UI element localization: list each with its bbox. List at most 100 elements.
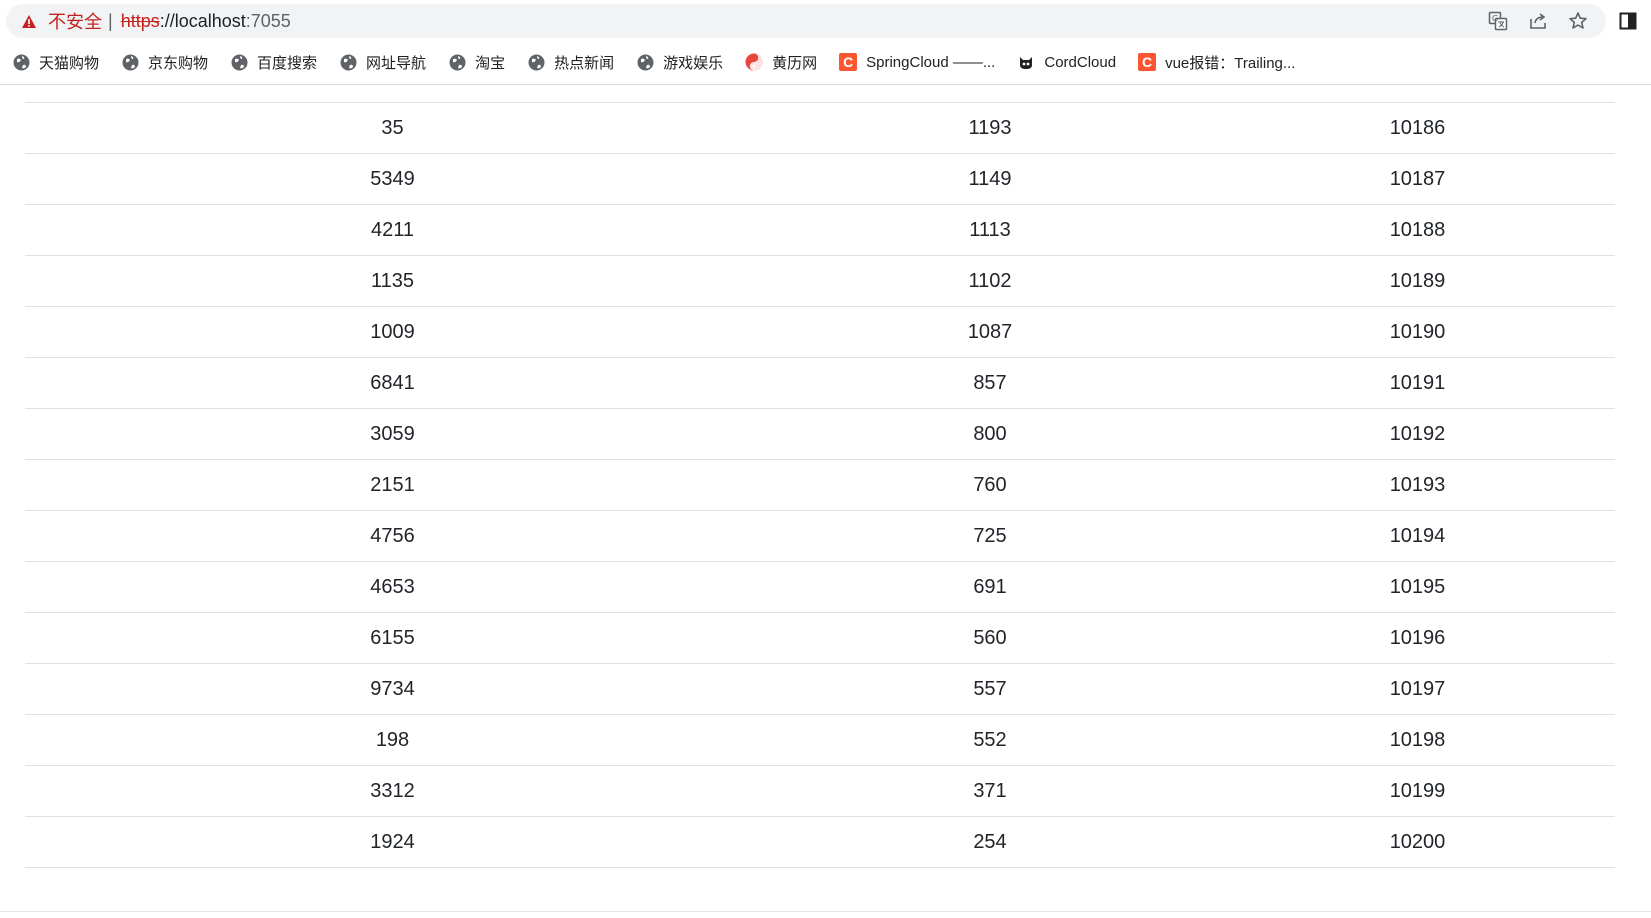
table-row: 6155 560 10196 bbox=[25, 612, 1615, 664]
table-cell: 9734 bbox=[25, 663, 760, 715]
table-row: 9734 557 10197 bbox=[25, 663, 1615, 715]
table-row: 3059 800 10192 bbox=[25, 408, 1615, 460]
bookmark-item[interactable]: 网址导航 bbox=[339, 52, 426, 73]
bookmarks-bar: 天猫购物 京东购物 百度搜索 网址导航 淘宝 热点新闻 游戏娱乐 黄历网 bbox=[12, 48, 1317, 76]
svg-text:G: G bbox=[1492, 14, 1498, 23]
bookmark-label: 天猫购物 bbox=[39, 54, 100, 72]
table-cell: 1193 bbox=[760, 102, 1220, 154]
bookmark-item[interactable]: C SpringCloud ——... bbox=[839, 53, 995, 71]
table-row: 6841 857 10191 bbox=[25, 357, 1615, 409]
table-cell: 3059 bbox=[25, 408, 760, 460]
table-cell: 3312 bbox=[25, 765, 760, 817]
translate-icon[interactable]: G bbox=[1488, 11, 1508, 31]
data-table: 35 1193 10186 5349 1149 10187 4211 1113 10188 … bbox=[25, 102, 1615, 868]
table-cell: 371 bbox=[760, 765, 1220, 817]
table-cell: 10196 bbox=[1220, 612, 1615, 664]
table-cell: 10193 bbox=[1220, 459, 1615, 511]
table-cell: 691 bbox=[760, 561, 1220, 613]
table-cell: 10199 bbox=[1220, 765, 1615, 817]
table-cell: 10195 bbox=[1220, 561, 1615, 613]
table-row: 1924 254 10200 bbox=[25, 816, 1615, 868]
bookmark-item[interactable]: 京东购物 bbox=[121, 52, 208, 73]
bookmark-item[interactable]: CordCloud bbox=[1017, 53, 1116, 71]
table-cell: 10186 bbox=[1220, 102, 1615, 154]
table-row: 35 1193 10186 bbox=[25, 102, 1615, 154]
url-scheme: https bbox=[120, 10, 160, 31]
bookmark-label: 淘宝 bbox=[475, 54, 506, 72]
bookmark-label: 黄历网 bbox=[772, 54, 818, 72]
table-cell: 725 bbox=[760, 510, 1220, 562]
table-row: 1009 1087 10190 bbox=[25, 306, 1615, 358]
security-label[interactable]: 不安全 bbox=[48, 12, 102, 32]
table-cell: 4653 bbox=[25, 561, 760, 613]
table-row: 5349 1149 10187 bbox=[25, 153, 1615, 205]
table-row: 2151 760 10193 bbox=[25, 459, 1615, 511]
separator: | bbox=[108, 10, 113, 31]
omnibox-actions: G bbox=[1488, 4, 1588, 38]
url-host: ://localhost bbox=[159, 10, 246, 31]
table-cell: 10198 bbox=[1220, 714, 1615, 766]
table-cell: 10194 bbox=[1220, 510, 1615, 562]
table-row: 4653 691 10195 bbox=[25, 561, 1615, 613]
bookmark-item[interactable]: C vue报错：Trailing... bbox=[1138, 52, 1295, 73]
globe-icon bbox=[121, 53, 139, 71]
csdn-icon: C bbox=[839, 53, 858, 71]
table-cell: 1113 bbox=[760, 204, 1220, 256]
table-cell: 857 bbox=[760, 357, 1220, 409]
bookmark-item[interactable]: 游戏娱乐 bbox=[636, 52, 723, 73]
table-cell: 557 bbox=[760, 663, 1220, 715]
table-cell: 1102 bbox=[760, 255, 1220, 307]
bookmark-label: 游戏娱乐 bbox=[663, 54, 724, 72]
table-cell: 1135 bbox=[25, 255, 760, 307]
bookmark-item[interactable]: 热点新闻 bbox=[527, 52, 614, 73]
globe-icon bbox=[230, 53, 248, 71]
bookmark-item[interactable]: 淘宝 bbox=[448, 52, 505, 73]
table-cell: 10187 bbox=[1220, 153, 1615, 205]
footer-divider bbox=[0, 911, 1651, 912]
url-port: :7055 bbox=[245, 10, 291, 31]
csdn-glyph: C bbox=[839, 53, 858, 71]
yinyang-icon bbox=[745, 53, 763, 71]
table-cell: 10197 bbox=[1220, 663, 1615, 715]
table-cell: 560 bbox=[760, 612, 1220, 664]
bookmark-label: vue报错：Trailing... bbox=[1165, 54, 1296, 72]
table-row: 4756 725 10194 bbox=[25, 510, 1615, 562]
table-cell: 6841 bbox=[25, 357, 760, 409]
table-row: 4211 1113 10188 bbox=[25, 204, 1615, 256]
side-panel-icon[interactable] bbox=[1619, 12, 1637, 30]
table-cell: 10200 bbox=[1220, 816, 1615, 868]
cat-icon bbox=[1017, 53, 1035, 71]
table-cell: 35 bbox=[25, 102, 760, 154]
bookmark-label: 百度搜索 bbox=[257, 54, 318, 72]
table-cell: 4756 bbox=[25, 510, 760, 562]
csdn-glyph: C bbox=[1138, 53, 1157, 71]
bookmark-label: 京东购物 bbox=[148, 54, 209, 72]
table-cell: 4211 bbox=[25, 204, 760, 256]
bookmark-label: 网址导航 bbox=[366, 54, 427, 72]
table-cell: 5349 bbox=[25, 153, 760, 205]
csdn-icon: C bbox=[1138, 53, 1157, 71]
warning-icon[interactable] bbox=[20, 12, 38, 30]
url-text[interactable]: https://localhost:7055 bbox=[121, 11, 291, 32]
table-cell: 10188 bbox=[1220, 204, 1615, 256]
page-content: 35 1193 10186 5349 1149 10187 4211 1113 10188 … bbox=[0, 85, 1651, 918]
globe-icon bbox=[12, 53, 30, 71]
table-cell: 10192 bbox=[1220, 408, 1615, 460]
table-cell: 2151 bbox=[25, 459, 760, 511]
bookmark-item[interactable]: 黄历网 bbox=[745, 52, 817, 73]
browser-chrome: 不安全 | https://localhost:7055 G bbox=[0, 0, 1651, 85]
bookmark-star-icon[interactable] bbox=[1568, 11, 1588, 31]
bookmark-item[interactable]: 天猫购物 bbox=[12, 52, 99, 73]
table-row: 1135 1102 10189 bbox=[25, 255, 1615, 307]
table-cell: 10191 bbox=[1220, 357, 1615, 409]
address-bar[interactable]: 不安全 | https://localhost:7055 G bbox=[6, 4, 1606, 38]
bookmark-label: CordCloud bbox=[1044, 53, 1117, 71]
table-row: 3312 371 10199 bbox=[25, 765, 1615, 817]
table-cell: 1087 bbox=[760, 306, 1220, 358]
table-cell: 800 bbox=[760, 408, 1220, 460]
globe-icon bbox=[339, 53, 357, 71]
globe-icon bbox=[527, 53, 545, 71]
bookmark-item[interactable]: 百度搜索 bbox=[230, 52, 317, 73]
globe-icon bbox=[448, 53, 466, 71]
share-icon[interactable] bbox=[1528, 11, 1548, 31]
